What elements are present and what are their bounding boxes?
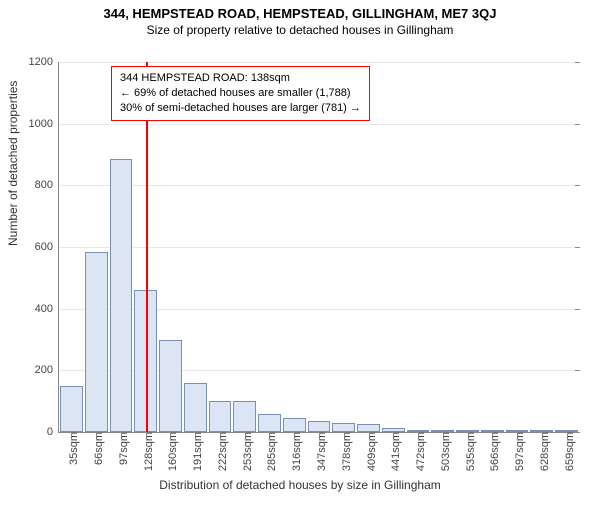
histogram-bar <box>332 423 355 432</box>
y-tick-mark <box>575 309 580 310</box>
y-tick-label: 800 <box>35 179 59 191</box>
y-tick-label: 600 <box>35 241 59 253</box>
histogram-bar <box>283 418 306 432</box>
x-tick-mark <box>245 432 246 437</box>
x-tick-label: 378sqm <box>335 432 353 471</box>
x-tick-mark <box>393 432 394 437</box>
x-tick-mark <box>195 432 196 437</box>
y-tick-label: 200 <box>35 364 59 376</box>
figure-container: 344, HEMPSTEAD ROAD, HEMPSTEAD, GILLINGH… <box>0 6 600 506</box>
x-tick-label: 128sqm <box>137 432 155 471</box>
x-tick-mark <box>344 432 345 437</box>
x-tick-mark <box>96 432 97 437</box>
x-tick-label: 409sqm <box>360 432 378 471</box>
x-tick-mark <box>468 432 469 437</box>
gridline <box>59 185 579 186</box>
x-tick-label: 659sqm <box>558 432 576 471</box>
annotation-box: 344 HEMPSTEAD ROAD: 138sqm← 69% of detac… <box>111 66 370 121</box>
x-tick-mark <box>492 432 493 437</box>
figure-subtitle: Size of property relative to detached ho… <box>0 23 600 37</box>
x-tick-label: 253sqm <box>236 432 254 471</box>
x-tick-mark <box>517 432 518 437</box>
gridline <box>59 62 579 63</box>
annotation-line: ← 69% of detached houses are smaller (1,… <box>120 86 361 101</box>
x-tick-label: 503sqm <box>434 432 452 471</box>
x-tick-mark <box>542 432 543 437</box>
annotation-line: 344 HEMPSTEAD ROAD: 138sqm <box>120 71 361 86</box>
x-tick-mark <box>567 432 568 437</box>
y-tick-mark <box>575 185 580 186</box>
annotation-line: 30% of semi-detached houses are larger (… <box>120 101 361 116</box>
histogram-bar <box>209 401 232 432</box>
x-tick-label: 316sqm <box>285 432 303 471</box>
gridline <box>59 247 579 248</box>
y-tick-label: 0 <box>47 426 59 438</box>
y-tick-mark <box>575 62 580 63</box>
x-tick-mark <box>146 432 147 437</box>
histogram-bar <box>184 383 207 432</box>
chart-plot-area: 02004006008001000120035sqm66sqm97sqm128s… <box>58 62 579 433</box>
x-tick-label: 191sqm <box>186 432 204 471</box>
x-tick-mark <box>269 432 270 437</box>
x-axis-label: Distribution of detached houses by size … <box>0 478 600 492</box>
y-tick-label: 400 <box>35 303 59 315</box>
x-tick-mark <box>369 432 370 437</box>
x-tick-mark <box>443 432 444 437</box>
y-tick-mark <box>575 124 580 125</box>
y-tick-mark <box>575 247 580 248</box>
figure-title: 344, HEMPSTEAD ROAD, HEMPSTEAD, GILLINGH… <box>0 6 600 21</box>
histogram-bar <box>357 424 380 432</box>
y-axis-label: Number of detached properties <box>6 81 20 246</box>
histogram-bar <box>85 252 108 432</box>
x-tick-label: 347sqm <box>310 432 328 471</box>
x-tick-mark <box>319 432 320 437</box>
x-tick-label: 566sqm <box>483 432 501 471</box>
x-tick-mark <box>121 432 122 437</box>
x-tick-label: 222sqm <box>211 432 229 471</box>
histogram-bar <box>233 401 256 432</box>
x-tick-mark <box>294 432 295 437</box>
histogram-bar <box>308 421 331 432</box>
x-tick-mark <box>418 432 419 437</box>
histogram-bar <box>110 159 133 432</box>
x-tick-label: 628sqm <box>533 432 551 471</box>
gridline <box>59 124 579 125</box>
y-tick-mark <box>575 370 580 371</box>
x-tick-label: 160sqm <box>161 432 179 471</box>
y-tick-label: 1200 <box>29 56 59 68</box>
histogram-bar <box>159 340 182 433</box>
x-tick-label: 441sqm <box>384 432 402 471</box>
histogram-bar <box>258 414 281 433</box>
x-tick-label: 285sqm <box>260 432 278 471</box>
x-tick-mark <box>170 432 171 437</box>
x-tick-label: 535sqm <box>459 432 477 471</box>
x-tick-label: 597sqm <box>508 432 526 471</box>
y-tick-label: 1000 <box>29 118 59 130</box>
x-tick-mark <box>71 432 72 437</box>
histogram-bar <box>60 386 83 432</box>
x-tick-label: 472sqm <box>409 432 427 471</box>
x-tick-mark <box>220 432 221 437</box>
